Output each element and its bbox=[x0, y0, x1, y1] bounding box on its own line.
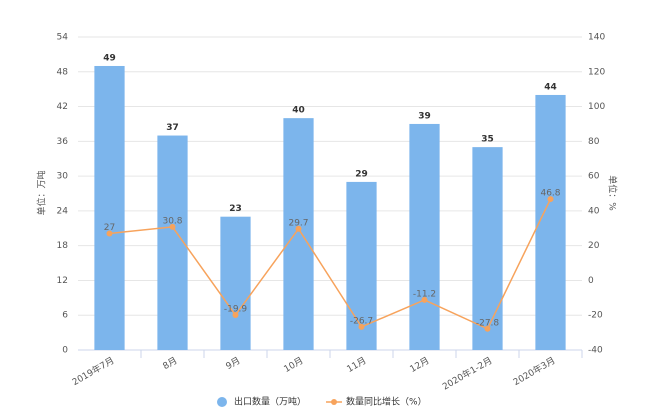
legend-marker bbox=[217, 397, 227, 407]
bar bbox=[157, 135, 188, 350]
y-axis-label: 单位：万吨 bbox=[36, 170, 48, 215]
y2-tick-label: 0 bbox=[588, 276, 594, 286]
line-point bbox=[484, 325, 491, 332]
bar-value-label: 29 bbox=[355, 169, 368, 179]
line-value-label: -26.7 bbox=[350, 316, 373, 326]
line-value-label: -11.2 bbox=[413, 289, 436, 299]
x-tick-label: 2020年1-2月 bbox=[440, 354, 494, 392]
bar-value-label: 49 bbox=[103, 53, 116, 63]
bar bbox=[220, 216, 251, 350]
bar bbox=[94, 65, 125, 351]
x-tick-label: 8月 bbox=[161, 355, 179, 372]
x-tick-label: 12月 bbox=[408, 355, 431, 375]
line-value-label: 46.8 bbox=[540, 189, 560, 199]
legend-marker bbox=[331, 399, 338, 405]
y2-tick-label: 140 bbox=[588, 33, 605, 43]
line-value-label: 27 bbox=[104, 223, 115, 233]
y2-tick-label: 60 bbox=[588, 172, 600, 182]
y-tick-label: 18 bbox=[57, 241, 69, 251]
bar-value-label: 23 bbox=[229, 204, 242, 214]
y2-tick-label: -20 bbox=[588, 311, 603, 321]
y-tick-label: 0 bbox=[62, 346, 68, 356]
legend-label: 数量同比增长（%） bbox=[346, 396, 427, 408]
line-point bbox=[295, 225, 302, 232]
y-tick-label: 42 bbox=[57, 102, 68, 112]
line-value-label: 30.8 bbox=[162, 216, 182, 226]
bar bbox=[535, 94, 566, 351]
y2-tick-label: 40 bbox=[588, 206, 600, 216]
y-tick-label: 30 bbox=[57, 172, 69, 182]
x-tick-label: 2019年7月 bbox=[70, 354, 116, 388]
x-tick-label: 11月 bbox=[345, 355, 368, 375]
y-tick-label: 24 bbox=[57, 206, 69, 216]
line-point bbox=[232, 312, 239, 319]
bar-value-label: 35 bbox=[481, 135, 494, 145]
line-point bbox=[169, 223, 176, 230]
bar bbox=[283, 118, 314, 350]
x-tick-label: 10月 bbox=[282, 355, 305, 375]
line-value-label: 29.7 bbox=[288, 218, 308, 228]
y2-tick-label: -40 bbox=[588, 346, 603, 356]
line bbox=[109, 198, 552, 330]
line-point bbox=[106, 230, 113, 237]
x-tick-label: 9月 bbox=[224, 355, 242, 372]
line-point bbox=[421, 296, 428, 303]
bar-value-label: 37 bbox=[166, 123, 179, 133]
y2-tick-label: 80 bbox=[588, 137, 600, 147]
line-point bbox=[358, 323, 365, 330]
y2-axis-label: 单位：% bbox=[607, 175, 619, 211]
bar bbox=[472, 147, 503, 350]
y-tick-label: 12 bbox=[57, 276, 68, 286]
y-tick-label: 6 bbox=[62, 311, 68, 321]
bar bbox=[409, 123, 440, 350]
bar-value-label: 40 bbox=[292, 106, 305, 116]
line-value-label: -27.8 bbox=[476, 318, 500, 328]
line-point bbox=[547, 196, 554, 203]
legend-label: 出口数量（万吨） bbox=[234, 396, 306, 408]
x-tick-label: 2020年3月 bbox=[511, 354, 557, 388]
y2-tick-label: 120 bbox=[588, 67, 605, 77]
y-tick-label: 54 bbox=[57, 33, 69, 43]
y2-tick-label: 20 bbox=[588, 241, 600, 251]
bar-value-label: 39 bbox=[418, 111, 431, 121]
y-tick-label: 48 bbox=[57, 67, 69, 77]
bar-value-label: 44 bbox=[544, 82, 557, 92]
y2-tick-label: 100 bbox=[588, 102, 605, 112]
line-value-label: -19.9 bbox=[224, 305, 248, 315]
y-tick-label: 36 bbox=[57, 137, 69, 147]
